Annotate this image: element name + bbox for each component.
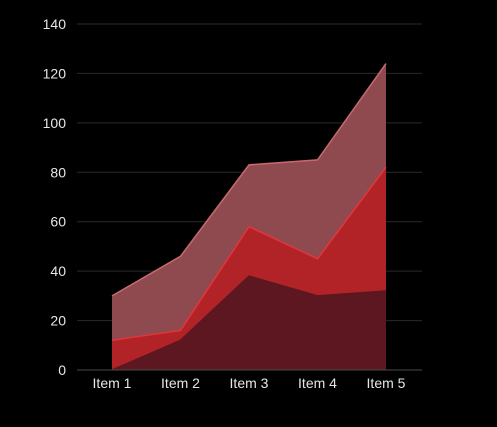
y-tick-label: 120 xyxy=(43,65,67,81)
areas xyxy=(112,64,386,370)
y-tick-label: 60 xyxy=(50,214,66,230)
y-tick-label: 40 xyxy=(50,263,66,279)
x-tick-label: Item 2 xyxy=(161,375,200,391)
x-tick-label: Item 3 xyxy=(230,375,269,391)
y-tick-label: 140 xyxy=(43,16,67,32)
y-tick-label: 80 xyxy=(50,164,66,180)
x-tick-label: Item 1 xyxy=(93,375,132,391)
y-axis-ticks: 0 20 40 60 80 100 120 140 xyxy=(43,16,67,378)
x-tick-label: Item 5 xyxy=(367,375,406,391)
x-axis-ticks: Item 1 Item 2 Item 3 Item 4 Item 5 xyxy=(93,375,406,391)
y-tick-label: 20 xyxy=(50,313,66,329)
y-tick-label: 0 xyxy=(58,362,66,378)
y-tick-label: 100 xyxy=(43,115,67,131)
x-tick-label: Item 4 xyxy=(298,375,337,391)
